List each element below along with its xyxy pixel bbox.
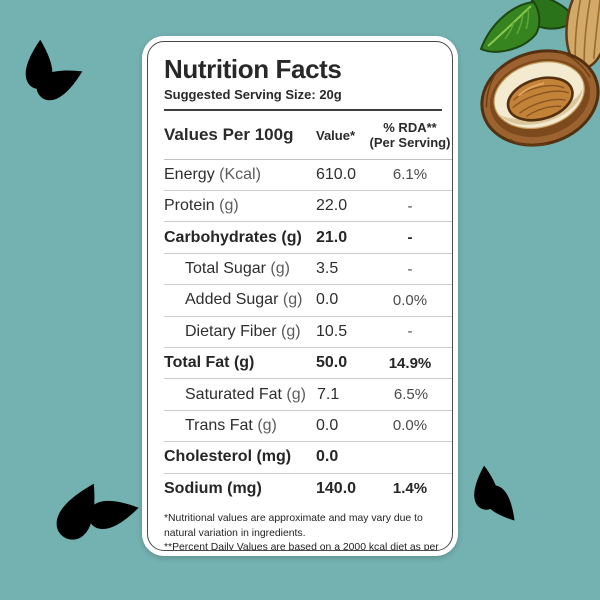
- table-row: Total Sugar (g) 3.5 -: [164, 254, 452, 286]
- table-row: Saturated Fat (g) 7.1 6.5%: [164, 379, 452, 411]
- nutrient-name: Added Sugar: [185, 291, 279, 309]
- nutrient-value: 10.5: [316, 322, 348, 340]
- serving-size-text: Suggested Serving Size: 20g: [164, 87, 342, 102]
- nutrient-rda: 14.9%: [388, 354, 432, 372]
- nutrient-name: Total Fat: [164, 354, 230, 372]
- nutrient-rda: 6.5%: [393, 386, 429, 404]
- nutrient-name: Dietary Fiber: [185, 322, 277, 340]
- table-row: Sodium (mg) 140.0 1.4%: [164, 474, 452, 504]
- nutrient-name: Saturated Fat: [185, 385, 282, 403]
- column-header-nutrient: Values Per 100g: [164, 125, 294, 145]
- nutrient-value: 0.0: [316, 448, 339, 466]
- nutrient-rda: 0.0%: [392, 417, 428, 435]
- nutrient-name: Total Sugar: [185, 260, 266, 278]
- table-row: Energy (Kcal) 610.0 6.1%: [164, 160, 452, 192]
- nutrient-rda: -: [407, 323, 413, 341]
- nutrition-label-border: Nutrition Facts Suggested Serving Size: …: [147, 41, 453, 551]
- table-row: Protein (g) 22.0 -: [164, 191, 452, 223]
- nutrient-name: Carbohydrates: [164, 228, 277, 246]
- table-header-row: Values Per 100g Value* % RDA** (Per Serv…: [164, 111, 452, 160]
- nutrient-unit: (g): [233, 354, 255, 372]
- almond-shell-illustration: [479, 0, 600, 147]
- page-title: Nutrition Facts: [164, 54, 342, 84]
- almond-outline-icon: [472, 464, 524, 528]
- column-header-rda: % RDA** (Per Serving): [365, 120, 452, 151]
- nutrient-value: 3.5: [316, 260, 339, 278]
- column-header-rda-line2: (Per Serving): [369, 135, 451, 151]
- nutrient-name: Trans Fat: [185, 416, 253, 434]
- nutrient-unit: (mg): [227, 479, 262, 497]
- table-row: Trans Fat (g) 0.0 0.0%: [164, 411, 452, 443]
- divider-thick: [164, 109, 442, 111]
- nutrient-rda: 6.1%: [392, 166, 428, 184]
- nutrient-value: 7.1: [316, 385, 340, 403]
- column-header-rda-line1: % RDA**: [383, 120, 437, 135]
- nutrient-value: 50.0: [316, 354, 348, 372]
- column-header-value: Value*: [316, 127, 356, 143]
- nutrient-name: Energy: [164, 165, 215, 183]
- nutrient-value: 0.0: [316, 291, 339, 309]
- leaf-icon: [479, 0, 577, 53]
- nutrient-unit: (g): [270, 260, 290, 278]
- almond-outline-icon: [50, 480, 142, 546]
- nutrient-unit: (g): [281, 322, 301, 340]
- nutrition-table-body: Energy (Kcal) 610.0 6.1% Protein (g) 22.…: [164, 160, 452, 504]
- nutrient-rda: -: [407, 229, 413, 247]
- table-row: Total Fat (g) 50.0 14.9%: [164, 348, 452, 380]
- footnote-1: *Nutritional values are approximate and …: [164, 512, 423, 539]
- nutrient-unit: (g): [282, 291, 303, 309]
- nutrient-unit: (g): [281, 228, 302, 246]
- table-row: Carbohydrates (g) 21.0 -: [164, 222, 452, 254]
- table-row: Dietary Fiber (g) 10.5 -: [164, 317, 452, 348]
- nutrient-name: Cholesterol: [164, 448, 253, 466]
- nutrient-name: Protein: [164, 197, 215, 215]
- nutrient-value: 610.0: [316, 165, 357, 183]
- table-row: Cholesterol (mg) 0.0: [164, 442, 452, 474]
- nutrient-rda: -: [407, 260, 413, 278]
- nutrient-unit: (Kcal): [219, 165, 261, 183]
- nutrient-value: 0.0: [316, 416, 339, 434]
- nutrient-rda: 1.4%: [392, 480, 428, 498]
- nutrient-name: Sodium: [164, 479, 223, 497]
- nutrient-unit: (g): [257, 416, 277, 434]
- nutrient-unit: (mg): [256, 448, 292, 466]
- nutrition-label-card: Nutrition Facts Suggested Serving Size: …: [142, 36, 458, 556]
- nutrient-unit: (g): [219, 197, 239, 215]
- nutrient-value: 21.0: [316, 228, 348, 246]
- nutrient-value: 22.0: [316, 197, 348, 215]
- footnotes: *Nutritional values are approximate and …: [164, 512, 452, 551]
- nutrient-value: 140.0: [316, 479, 357, 497]
- almond-outline-icon: [25, 39, 89, 106]
- footnote-2: **Percent Daily Values are based on a 20…: [164, 542, 439, 551]
- nutrient-rda: 0.0%: [392, 291, 428, 309]
- nutrient-unit: (g): [286, 385, 306, 403]
- nutrient-rda: -: [407, 197, 413, 215]
- table-row: Added Sugar (g) 0.0 0.0%: [164, 285, 452, 317]
